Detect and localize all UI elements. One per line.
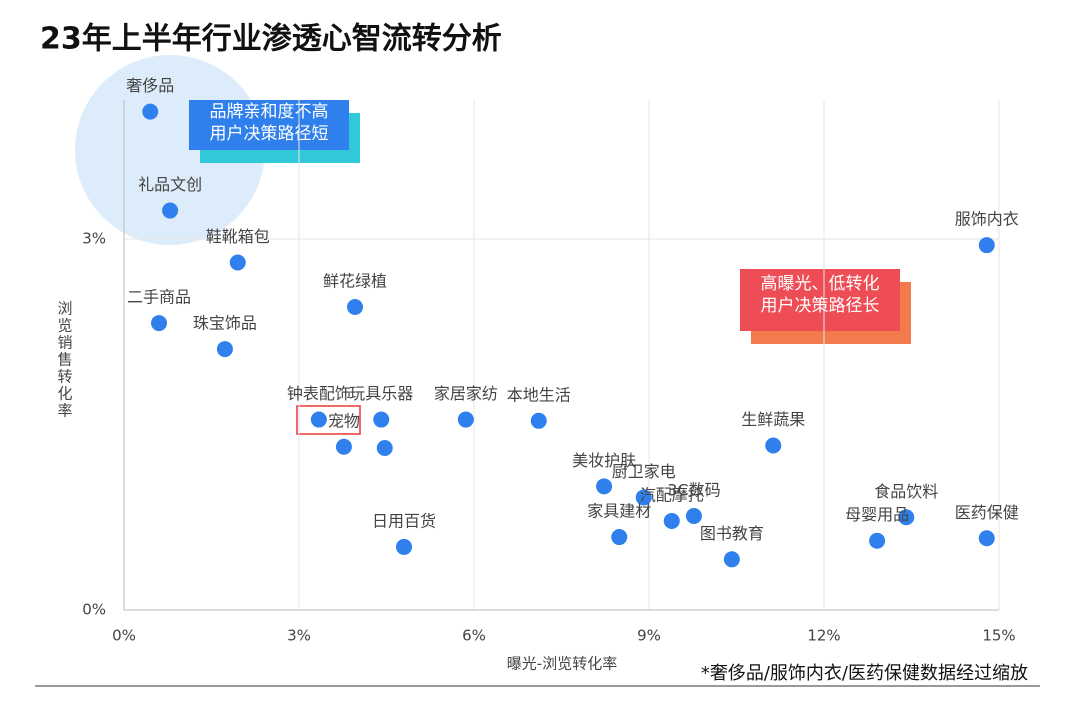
annotation-text: 高曝光、低转化 [761, 274, 880, 294]
point-label: 玩具乐器 [349, 384, 413, 403]
x-tick-label: 6% [462, 627, 486, 645]
point [869, 532, 886, 549]
point [685, 508, 702, 525]
x-tick-label: 0% [112, 627, 136, 645]
point [663, 512, 680, 529]
point [376, 439, 393, 456]
point [216, 341, 233, 358]
y-tick-label: 0% [82, 601, 106, 619]
point-label: 钟表配饰 [287, 384, 351, 403]
point [898, 509, 915, 526]
point [347, 299, 363, 316]
point-label: 二手商品 [127, 288, 191, 307]
point-label: 美妆护肤 [572, 451, 636, 470]
point [611, 529, 628, 546]
x-tick-label: 12% [807, 627, 840, 645]
point [457, 411, 474, 428]
point [151, 315, 167, 332]
point-label: 奢侈品 [126, 76, 174, 95]
x-tick-label: 9% [637, 627, 661, 645]
point-label: 汽配摩托 [640, 485, 704, 504]
annotation-text: 用户决策路径短 [210, 124, 329, 144]
point-label: 厨卫家电 [612, 462, 676, 481]
point [635, 489, 652, 506]
point [142, 103, 159, 120]
x-axis-label: 曝光-浏览转化率 [507, 655, 617, 673]
x-tick-label: 15% [982, 627, 1015, 645]
point-label: 家居家纺 [434, 384, 498, 403]
highlight-box [296, 405, 361, 435]
point [978, 530, 995, 547]
point [978, 237, 995, 254]
annotation-text: 品牌亲和度不高 [210, 102, 329, 122]
y-tick-label: 3% [82, 230, 106, 248]
point-label: 医药保健 [955, 503, 1019, 522]
point-label: 珠宝饰品 [193, 314, 257, 333]
point-label: 本地生活 [507, 385, 571, 404]
footnote: *奢侈品/服饰内衣/医药保健数据经过缩放 [701, 663, 1028, 684]
point-label: 礼品文创 [138, 175, 202, 194]
point [396, 538, 412, 555]
point [229, 254, 246, 271]
x-tick-label: 3% [287, 627, 311, 645]
point [310, 411, 327, 428]
point-label: 鲜花绿植 [323, 272, 387, 291]
point [723, 551, 740, 568]
point [335, 438, 352, 455]
chart-title: 23年上半年行业渗透心智流转分析 [40, 22, 502, 57]
point [765, 437, 782, 454]
annotation-text: 用户决策路径长 [761, 296, 880, 316]
point-label: 图书教育 [700, 524, 764, 543]
point-label: 食品饮料 [874, 482, 938, 501]
point-label: 宠物 [328, 411, 360, 430]
point [596, 478, 613, 495]
annotation-box [189, 100, 349, 150]
point [373, 411, 390, 428]
y-axis-label: 浏览销售转化率 [56, 301, 74, 420]
point-label: 家具建材 [587, 502, 651, 521]
point-label: 3C数码 [667, 481, 720, 500]
point-label: 日用百货 [372, 511, 436, 530]
point-label: 生鲜蔬果 [741, 410, 805, 429]
point-label: 服饰内衣 [955, 210, 1019, 229]
point-label: 鞋靴箱包 [206, 227, 270, 246]
point [162, 202, 179, 219]
point [530, 412, 547, 429]
point-label: 母婴用品 [845, 505, 909, 524]
annotation-box [740, 269, 900, 331]
